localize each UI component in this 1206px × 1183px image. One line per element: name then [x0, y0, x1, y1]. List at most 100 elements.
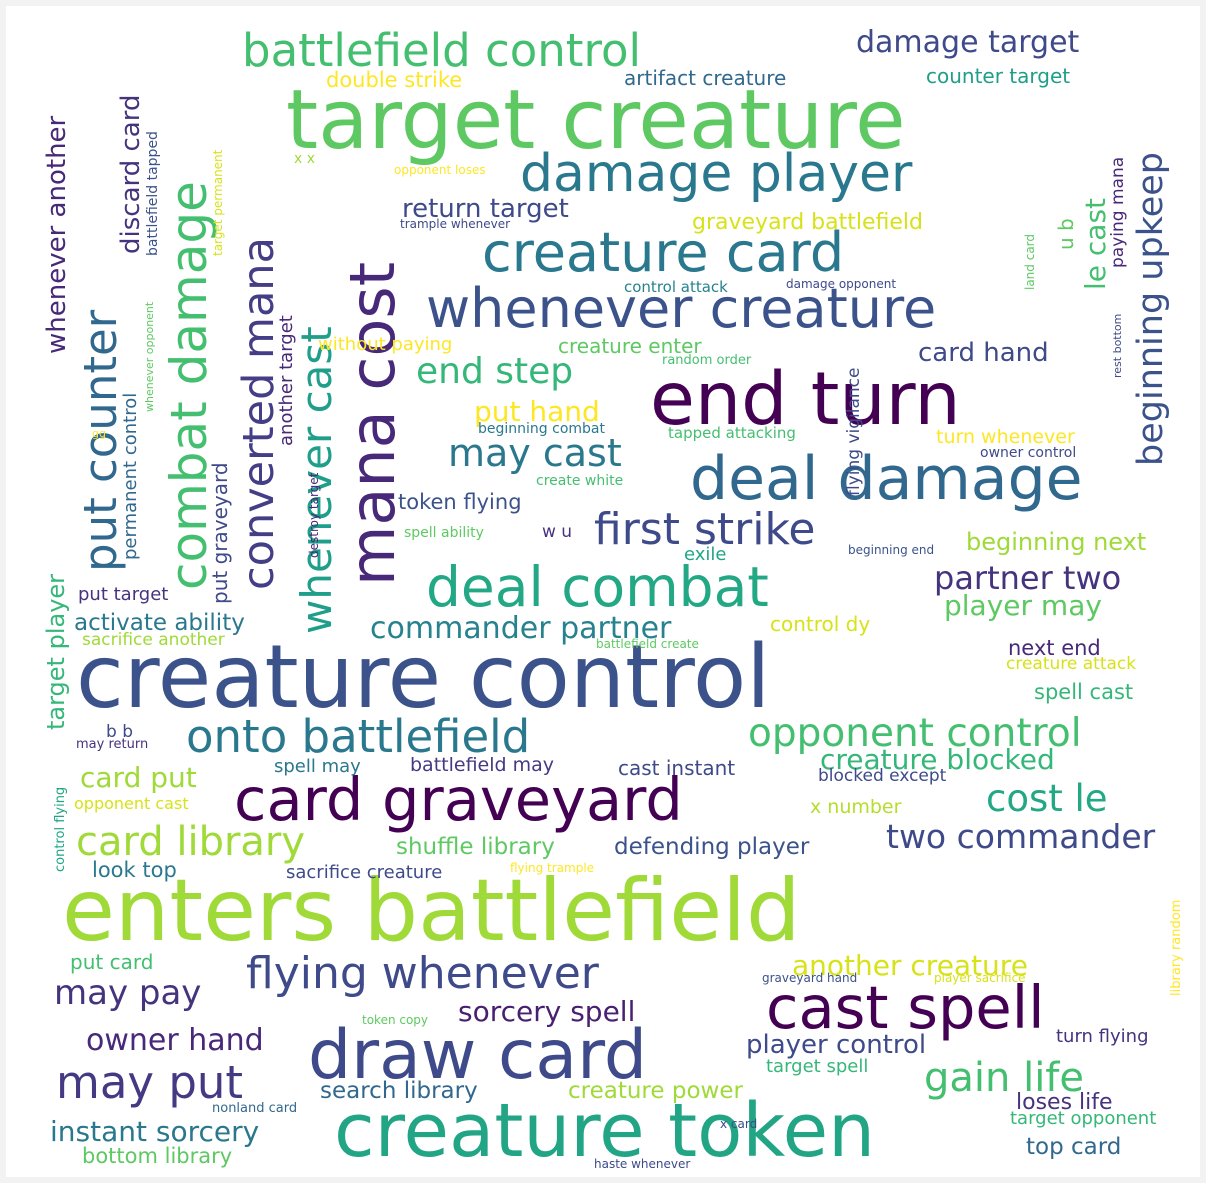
cloud-word: may cast — [448, 431, 622, 475]
cloud-word: sorcery spell — [458, 995, 636, 1028]
cloud-word: owner control — [980, 445, 1077, 461]
cloud-word: counter target — [926, 64, 1071, 88]
cloud-word: end turn — [650, 357, 961, 442]
cloud-word: card library — [76, 819, 306, 865]
cloud-word: sacrifice another — [82, 630, 225, 650]
cloud-word: creature token — [334, 1088, 876, 1174]
cloud-word: beginning end — [848, 543, 935, 557]
cloud-word: deal damage — [690, 444, 1083, 514]
cloud-word: exile — [684, 544, 727, 565]
cloud-word: rest bottom — [1111, 313, 1124, 378]
cloud-word: may return — [76, 737, 149, 752]
cloud-word: battlefield control — [242, 24, 642, 77]
cloud-word: may pay — [54, 973, 202, 1013]
cloud-word: damage target — [856, 25, 1080, 60]
cloud-word: another target — [276, 315, 297, 446]
cloud-word: look top — [92, 858, 177, 882]
cloud-word: spell cast — [1034, 680, 1134, 704]
cloud-word: le cast — [1079, 197, 1112, 290]
cloud-word: cast spell — [766, 973, 1045, 1042]
cloud-word: target permanent — [211, 149, 225, 256]
cloud-word: owner hand — [86, 1023, 264, 1058]
cloud-word: opponent cast — [74, 794, 189, 813]
cloud-word: player sacrifice — [934, 971, 1026, 985]
cloud-word: x card — [720, 1117, 758, 1131]
cloud-word: search library — [320, 1078, 478, 1104]
cloud-word: partner two — [934, 559, 1122, 597]
cloud-word: discard card — [116, 94, 146, 254]
cloud-word: battlefield may — [410, 754, 555, 776]
cloud-word: x number — [810, 796, 902, 818]
cloud-word: battlefield create — [596, 637, 699, 651]
cloud-word: paying mana — [1108, 156, 1128, 268]
cloud-word: double strike — [326, 68, 463, 92]
cloud-word: cast instant — [618, 756, 736, 780]
cloud-word: create white — [536, 473, 624, 489]
cloud-word: random order — [662, 353, 752, 368]
cloud-word: target spell — [766, 1056, 869, 1077]
cloud-word: player may — [944, 589, 1102, 622]
cloud-word: turn whenever — [936, 426, 1075, 448]
cloud-word: gg — [92, 427, 106, 440]
cloud-word: tapped attacking — [668, 424, 796, 442]
cloud-word: converted mana — [234, 237, 284, 590]
cloud-word: deal combat — [426, 555, 769, 619]
cloud-word: top card — [1026, 1134, 1122, 1160]
cloud-word: artifact creature — [624, 66, 787, 90]
cloud-word: onto battlefield — [186, 710, 531, 763]
cloud-word: target creature — [286, 73, 906, 168]
cloud-word: defending player — [614, 834, 810, 860]
cloud-word: w u — [542, 522, 573, 542]
cloud-word: graveyard battlefield — [692, 210, 923, 235]
cloud-word: creature attack — [1006, 654, 1137, 674]
cloud-word: creature blocked — [820, 743, 1055, 776]
cloud-word: mana cost — [336, 261, 409, 586]
cloud-word: another creature — [792, 949, 1028, 982]
cloud-word: next end — [1008, 636, 1101, 660]
cloud-word: graveyard hand — [762, 971, 858, 985]
cloud-word: put graveyard — [208, 462, 232, 604]
word-cloud: target creature creature control enters … — [6, 6, 1200, 1177]
cloud-word: first strike — [594, 504, 816, 555]
cloud-word: creature card — [482, 221, 845, 284]
cloud-word: beginning combat — [478, 421, 605, 437]
cloud-word: card put — [80, 761, 197, 794]
cloud-word: cost le — [986, 777, 1108, 820]
cloud-word: commander partner — [370, 611, 672, 646]
cloud-word: control flying — [53, 786, 68, 872]
cloud-word: nonland card — [212, 1101, 298, 1116]
cloud-word: x x — [294, 151, 316, 167]
cloud-word: damage player — [520, 144, 913, 204]
cloud-word: gain life — [924, 1055, 1084, 1101]
cloud-word: flying trample — [510, 861, 595, 875]
cloud-word: enters battlefield — [62, 861, 801, 961]
cloud-word: flying vigilance — [844, 367, 864, 496]
cloud-word: whenever creature — [426, 277, 937, 340]
cloud-word: flying whenever — [246, 948, 599, 999]
cloud-word: bottom library — [82, 1144, 233, 1168]
cloud-word: put counter — [74, 309, 127, 572]
cloud-word: haste whenever — [594, 1157, 691, 1171]
cloud-word: player control — [746, 1030, 927, 1060]
cloud-word: spell ability — [404, 525, 484, 541]
cloud-word: control dy — [770, 612, 871, 636]
cloud-word: destroy target — [307, 472, 321, 558]
cloud-word: put target — [78, 584, 169, 605]
cloud-word: b b — [106, 722, 133, 742]
cloud-word: whenever another — [42, 115, 72, 354]
cloud-word: battlefield tapped — [145, 131, 161, 256]
cloud-word: damage opponent — [786, 277, 897, 291]
cloud-word: creature control — [76, 626, 771, 728]
cloud-word: whenever opponent — [143, 301, 156, 412]
cloud-word: target opponent — [1010, 1108, 1157, 1129]
cloud-word: opponent loses — [394, 163, 486, 177]
cloud-word: instant sorcery — [50, 1115, 260, 1148]
cloud-word: trample whenever — [400, 217, 511, 231]
cloud-word: creature power — [568, 1078, 743, 1104]
cloud-word: beginning next — [966, 528, 1147, 556]
cloud-word: opponent control — [748, 711, 1082, 756]
cloud-word: loses life — [1016, 1090, 1113, 1115]
cloud-word: control attack — [624, 278, 728, 296]
cloud-word: card graveyard — [234, 765, 683, 834]
cloud-word: draw card — [308, 1016, 648, 1095]
